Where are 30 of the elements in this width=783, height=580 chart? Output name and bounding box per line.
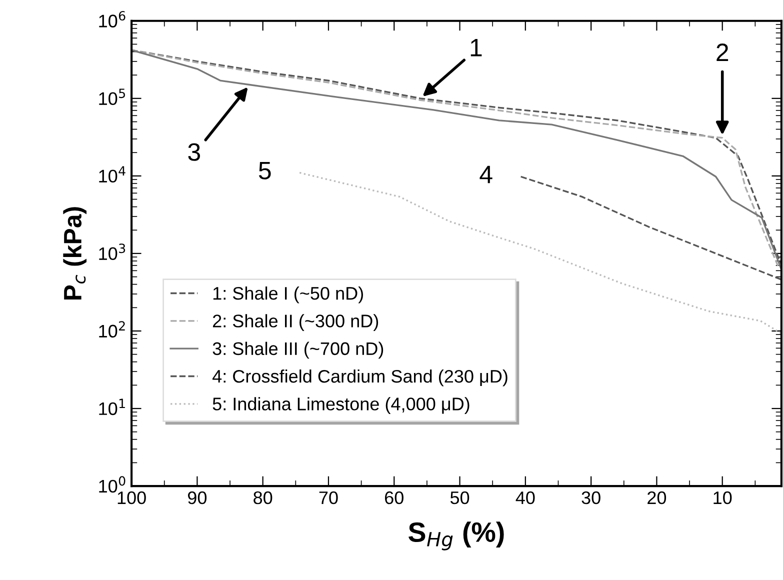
line-series [520, 176, 782, 280]
annotation: 3 [188, 143, 200, 161]
legend-label: 1: Shale I (~50 nD) [213, 286, 363, 304]
legend-label: 4: Crossfield Cardium Sand (230 μD) [212, 369, 508, 386]
legend-label: 5: Indiana Limestone (4,000 μD) [212, 397, 470, 414]
x-tick-label: 80 [254, 491, 272, 504]
x-tick-label: 40 [516, 491, 535, 504]
annotation: 1 [470, 39, 482, 56]
y-tick-label: 10$^{4}$ [99, 166, 126, 183]
x-axis-title: S$_{Hg}$ (%) [408, 522, 504, 550]
y-tick-label: 10$^{5}$ [99, 88, 125, 106]
y-axis-title: P$_{c}$ (kPa) [63, 207, 86, 300]
x-tick-label: 30 [582, 491, 600, 504]
y-tick-label: 10$^{2}$ [99, 321, 125, 338]
annotation: 2 [716, 44, 728, 61]
legend-label: 2: Shale II (~300 nD) [212, 314, 378, 331]
y-tick-label: 10$^{6}$ [99, 10, 126, 28]
legend-label: 3: Shale III (~700 nD) [212, 342, 384, 359]
y-tick-label: 10$^{0}$ [99, 476, 126, 493]
x-tick-label: 90 [188, 491, 207, 504]
annotation: 5 [258, 162, 271, 180]
y-tick-label: 10$^{1}$ [99, 398, 125, 416]
x-tick-label: 50 [450, 491, 470, 504]
x-tick-label: 70 [319, 491, 338, 504]
x-tick-label: 20 [648, 491, 666, 504]
x-tick-label: 60 [385, 491, 404, 504]
x-tick-label: 100 [118, 491, 146, 504]
y-tick-label: 10$^{3}$ [99, 244, 126, 260]
x-tick-label: 10 [714, 491, 732, 504]
annotation: 4 [480, 166, 492, 184]
